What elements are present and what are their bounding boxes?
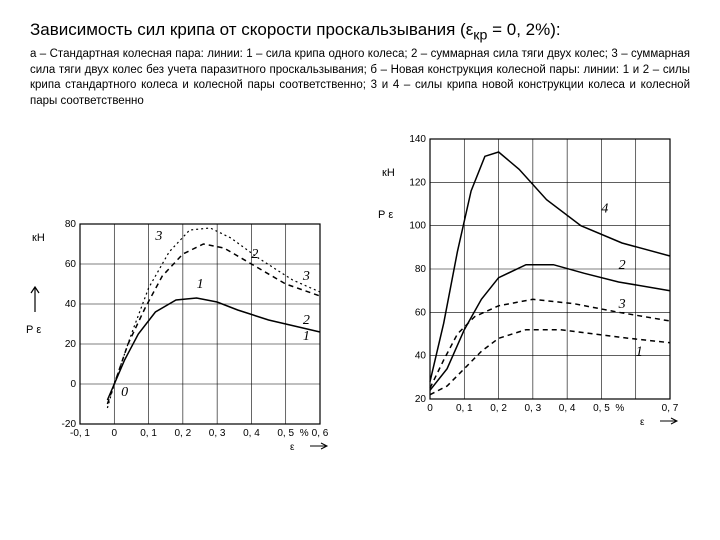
svg-text:-0, 1: -0, 1: [70, 428, 90, 439]
svg-text:0, 7: 0, 7: [662, 403, 679, 414]
svg-text:ε: ε: [640, 417, 645, 428]
description: а – Стандартная колесная пара: линии: 1 …: [30, 47, 690, 109]
svg-text:0, 4: 0, 4: [559, 403, 576, 414]
svg-text:80: 80: [65, 219, 77, 230]
title-prefix: Зависимость сил крипа от скорости проска…: [30, 20, 473, 39]
svg-text:0, 4: 0, 4: [243, 428, 260, 439]
svg-text:1: 1: [636, 345, 643, 360]
left-y-unit: кН: [32, 232, 45, 244]
svg-text:4: 4: [601, 202, 608, 217]
title-sub: кр: [473, 27, 487, 43]
svg-text:3: 3: [154, 229, 162, 244]
svg-text:100: 100: [409, 221, 426, 232]
svg-text:0, 5: 0, 5: [277, 428, 294, 439]
svg-text:60: 60: [65, 259, 77, 270]
svg-text:2: 2: [251, 247, 258, 262]
svg-text:0, 3: 0, 3: [525, 403, 542, 414]
right-y-unit: кН: [382, 167, 395, 179]
svg-text:140: 140: [409, 134, 426, 145]
svg-text:0: 0: [121, 385, 128, 400]
svg-text:0, 2: 0, 2: [175, 428, 192, 439]
svg-text:60: 60: [415, 308, 427, 319]
svg-text:3: 3: [302, 269, 310, 284]
svg-text:40: 40: [65, 299, 77, 310]
right-chart: 20 40 60 80 100 120 140 0 0, 1 0, 2 0, 3 0, 4 0, 5% 0…: [400, 129, 680, 429]
svg-text:3: 3: [618, 297, 626, 312]
svg-text:40: 40: [415, 351, 427, 362]
left-chart: -20020406080-0, 100, 10, 20, 30, 40, 50,…: [50, 214, 330, 454]
svg-text:1: 1: [303, 329, 310, 344]
svg-text:20: 20: [415, 394, 427, 405]
svg-text:0, 1: 0, 1: [456, 403, 473, 414]
svg-text:2: 2: [303, 313, 310, 328]
right-y-axis-title: Р ε: [378, 209, 393, 221]
title-suffix: = 0, 2%):: [487, 20, 560, 39]
svg-text:0, 2: 0, 2: [490, 403, 507, 414]
svg-text:0: 0: [112, 428, 118, 439]
svg-text:0, 5: 0, 5: [593, 403, 610, 414]
svg-text:80: 80: [415, 264, 427, 275]
svg-text:20: 20: [65, 339, 77, 350]
svg-text:ε: ε: [290, 442, 295, 453]
svg-text:0: 0: [70, 379, 76, 390]
page-title: Зависимость сил крипа от скорости проска…: [30, 20, 690, 43]
svg-text:0, 3: 0, 3: [209, 428, 226, 439]
svg-text:1: 1: [197, 277, 204, 292]
svg-text:0: 0: [427, 403, 433, 414]
svg-text:0, 6: 0, 6: [312, 428, 329, 439]
svg-text:2: 2: [619, 258, 626, 273]
svg-text:%: %: [615, 403, 624, 414]
arrow-up-icon: [28, 284, 42, 314]
svg-text:%: %: [300, 428, 309, 439]
svg-text:120: 120: [409, 178, 426, 189]
left-y-axis-title: Р ε: [26, 324, 41, 336]
svg-text:0, 1: 0, 1: [140, 428, 157, 439]
